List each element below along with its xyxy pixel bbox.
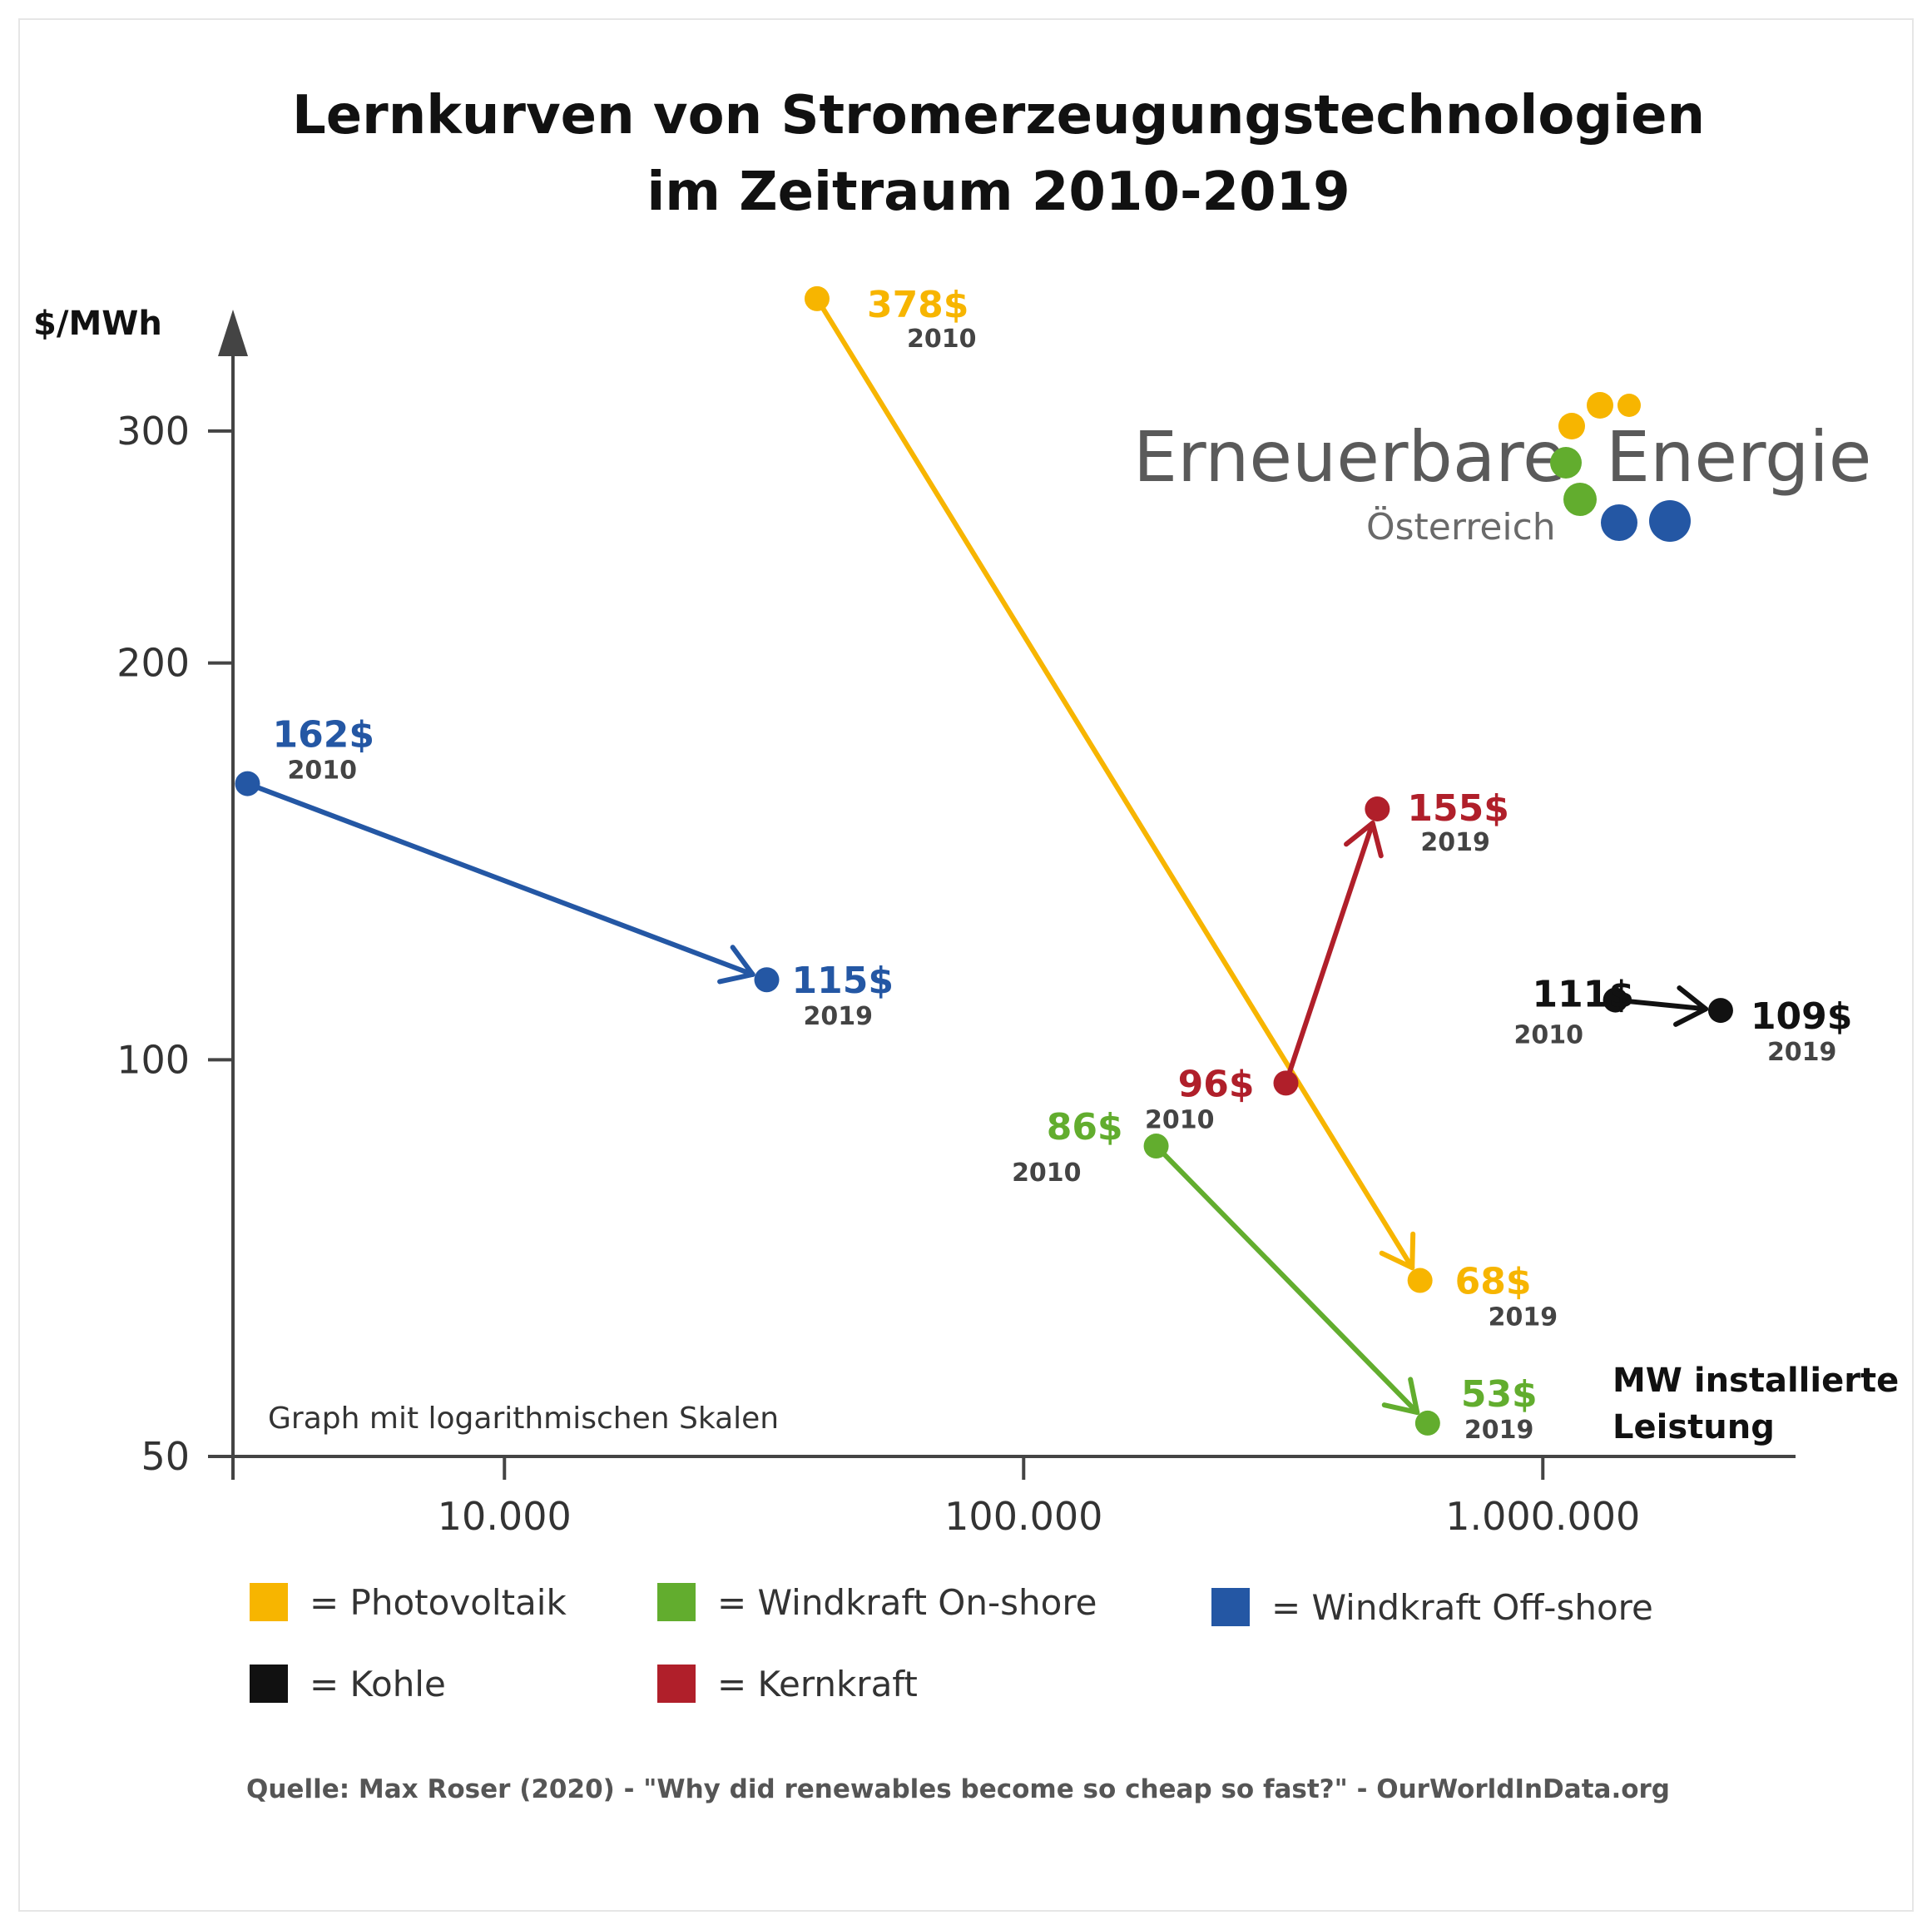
x-ticks: 10.000 100.000 1.000.000 (231, 1456, 1640, 1539)
data-label-year: 2010 (1145, 1105, 1215, 1134)
x-tick-label: 1.000.000 (1445, 1494, 1640, 1539)
data-label-year: 2019 (1489, 1303, 1558, 1332)
x-axis: MW installierte Leistung (218, 1362, 1899, 1458)
logo-word-erneuerbare: Erneuerbare (1133, 416, 1566, 498)
series-windkraft-off-shore: 162$2010 115$2019 (235, 714, 894, 1031)
data-label-value: 111$ (1533, 974, 1634, 1016)
chart-title-line2: im Zeitraum 2010-2019 (646, 161, 1350, 223)
data-point (235, 771, 260, 796)
data-label-year: 2010 (287, 757, 357, 786)
series-kernkraft: 96$2010 155$2019 (1145, 787, 1509, 1134)
log-scale-note: Graph mit logarithmischen Skalen (268, 1402, 779, 1436)
data-label-value: 162$ (272, 714, 374, 757)
series-connector-line (814, 295, 1415, 1271)
legend-swatch (250, 1665, 288, 1703)
series-windkraft-on-shore: 86$ 2010 53$2019 (1012, 1106, 1538, 1445)
data-point (1603, 987, 1628, 1013)
source-note: Quelle: Max Roser (2020) - "Why did rene… (246, 1774, 1670, 1804)
data-label-value: 86$ (1047, 1106, 1123, 1149)
y-ticks: 50 100 200 300 (116, 409, 233, 1479)
x-axis-label-line2: Leistung (1612, 1408, 1775, 1446)
legend-item: = Windkraft Off-shore (1211, 1587, 1653, 1628)
data-label-value: 96$ (1178, 1063, 1255, 1105)
chart-frame (18, 18, 1914, 1912)
legend-item: = Kernkraft (657, 1664, 918, 1704)
logo-dot-green (1563, 483, 1597, 516)
y-tick-label: 50 (141, 1434, 190, 1479)
data-label-value: 109$ (1751, 995, 1852, 1038)
logo-dot-yellow (1617, 394, 1641, 417)
data-label-value: 68$ (1455, 1261, 1532, 1303)
series-kohle: 111$ 2010 109$2019 (1514, 974, 1853, 1068)
data-label-year: 2019 (1767, 1038, 1837, 1067)
series-arrowhead (1381, 1377, 1420, 1416)
data-label-year: 2019 (1420, 828, 1490, 857)
legend-swatch (250, 1583, 288, 1621)
legend-swatch (1211, 1588, 1250, 1626)
data-point (804, 285, 830, 311)
data-point (1407, 1268, 1433, 1293)
chart-title-line1: Lernkurven von Stromerzeugungstechnologi… (292, 85, 1705, 146)
legend-label: = Kernkraft (717, 1664, 918, 1704)
legend-label: = Windkraft On-shore (717, 1582, 1097, 1623)
data-label-value: 378$ (867, 284, 968, 326)
data-point (1143, 1134, 1169, 1159)
data-point (1707, 998, 1733, 1024)
data-label-value: 115$ (791, 960, 893, 1002)
legend-item: = Windkraft On-shore (657, 1582, 1097, 1623)
y-tick-label: 300 (116, 409, 190, 454)
x-axis-label-line1: MW installierte (1612, 1362, 1899, 1400)
y-axis-label: $/MWh (33, 305, 162, 343)
logo-word-energie: Energie (1606, 416, 1871, 498)
data-label-value: 53$ (1461, 1373, 1538, 1416)
series-arrowhead (717, 945, 755, 985)
x-tick-label: 10.000 (438, 1494, 572, 1539)
data-point (754, 967, 780, 993)
series-connector-line (1612, 997, 1709, 1012)
logo-dot-blue (1601, 504, 1637, 541)
logo-dot-yellow (1558, 413, 1585, 439)
y-axis: $/MWh (33, 305, 248, 1473)
y-tick-label: 100 (116, 1037, 190, 1082)
data-label-year: 2010 (1012, 1158, 1082, 1188)
legend-swatch (657, 1583, 696, 1621)
logo-dot-green (1550, 447, 1582, 479)
y-tick-label: 200 (116, 641, 190, 686)
series-layer: 378$201068$201986$201053$2019162$2010115… (235, 284, 1852, 1445)
series-arrowhead (1673, 985, 1709, 1027)
series-arrowhead (1379, 1231, 1416, 1271)
data-label-year: 2010 (1514, 1021, 1584, 1050)
data-point (1414, 1410, 1440, 1436)
series-arrowhead (1344, 821, 1384, 859)
data-label-year: 2010 (907, 325, 977, 354)
logo-dot-yellow (1587, 392, 1613, 419)
data-point (1365, 796, 1390, 821)
x-tick-label: 100.000 (944, 1494, 1102, 1539)
logo-word-oesterreich: Österreich (1366, 505, 1556, 548)
data-label-value: 155$ (1407, 787, 1508, 830)
legend-label: = Windkraft Off-shore (1271, 1587, 1653, 1628)
legend-item: = Kohle (250, 1664, 446, 1704)
legend-label: = Kohle (310, 1664, 446, 1704)
logo: Erneuerbare Energie Österreich (1133, 392, 1871, 548)
data-label-year: 2019 (803, 1002, 873, 1031)
legend-label: = Photovoltaik (310, 1582, 567, 1623)
series-connector-line (1283, 821, 1375, 1086)
y-axis-arrowhead (218, 310, 248, 356)
logo-dot-blue (1649, 500, 1691, 542)
legend: = Photovoltaik = Windkraft On-shore = Wind… (250, 1582, 1653, 1704)
legend-item: = Photovoltaik (250, 1582, 567, 1623)
data-point (1273, 1070, 1299, 1096)
legend-swatch (657, 1665, 696, 1703)
series-connector-line (245, 781, 755, 977)
data-label-year: 2019 (1464, 1416, 1534, 1445)
series-connector-line (1153, 1144, 1420, 1416)
